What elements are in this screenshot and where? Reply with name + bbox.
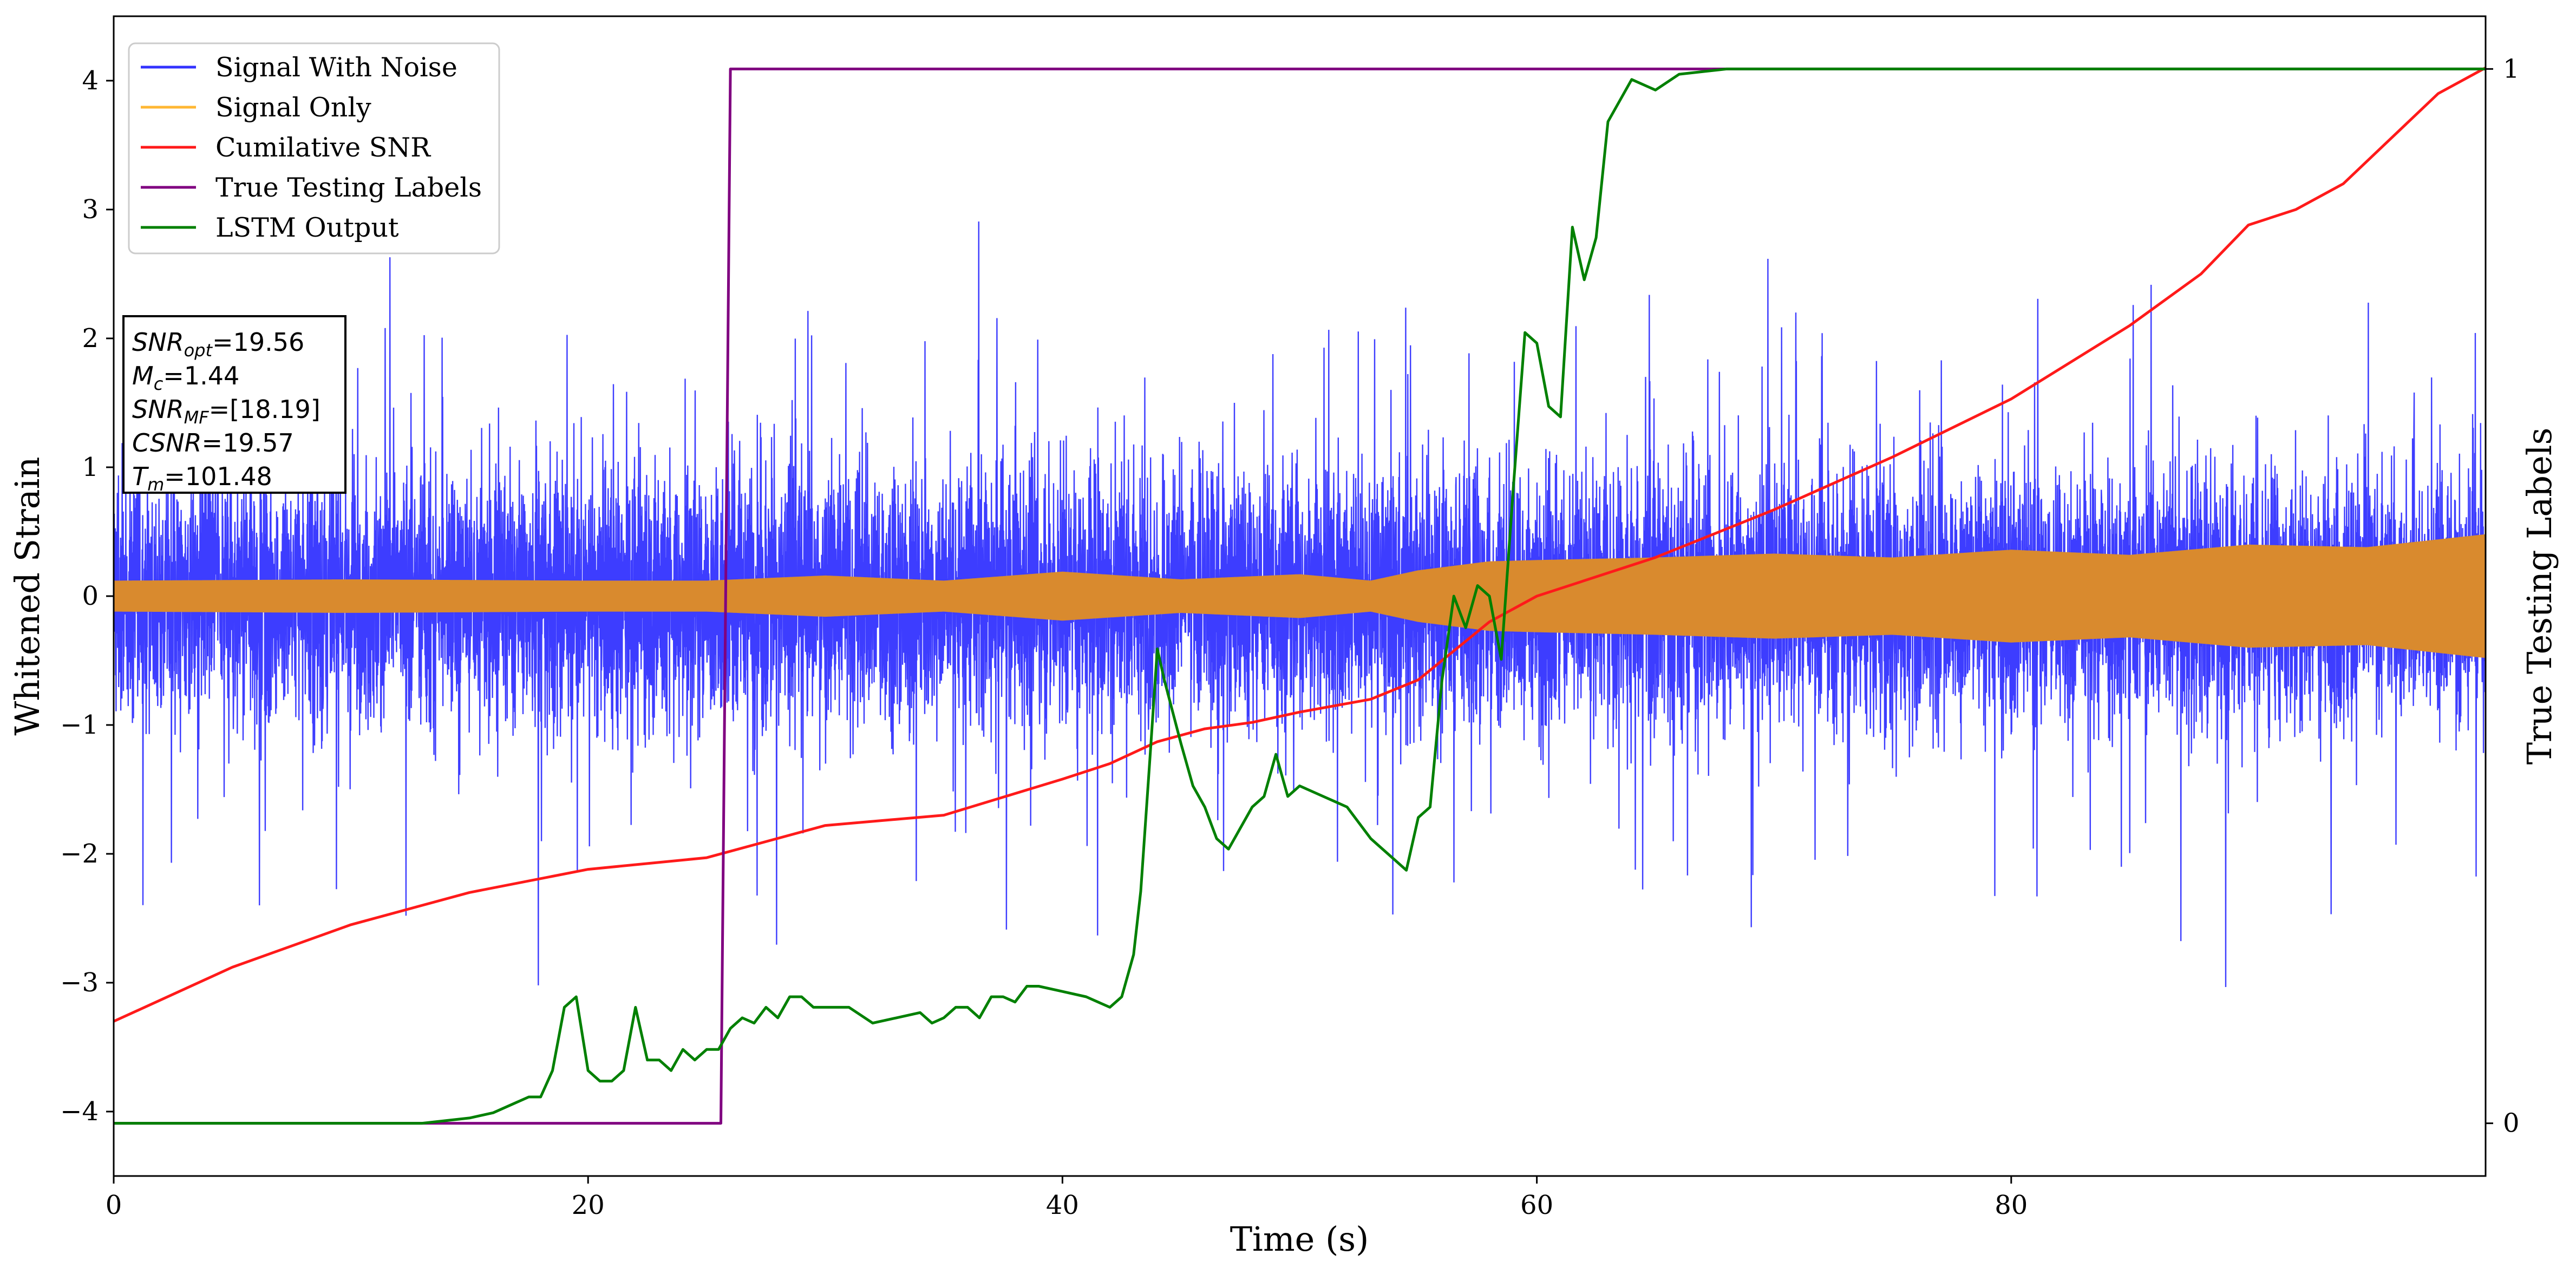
y-tick-label: 3 xyxy=(82,194,99,225)
y2-tick-label: 1 xyxy=(2503,54,2520,84)
signal-only-line xyxy=(114,534,2486,658)
y-tick-label: 1 xyxy=(82,452,99,482)
info-line: CSNR=19.57 xyxy=(132,428,294,458)
legend-entry-label: Cumilative SNR xyxy=(215,132,431,163)
legend-entry-label: Signal With Noise xyxy=(215,52,457,83)
y-tick-label: −1 xyxy=(60,710,99,740)
y-tick-label: 2 xyxy=(82,323,99,354)
y-tick-label: 0 xyxy=(82,581,99,611)
x-tick-label: 0 xyxy=(106,1190,122,1220)
info-line: SNRMF=[18.19] xyxy=(132,395,321,428)
cumilative-snr-line xyxy=(114,67,2486,1023)
y2-axis-title: True Testing Labels xyxy=(2520,428,2559,765)
legend: Signal With Noise Signal Only Cumilative S… xyxy=(128,42,500,254)
x-tick-label: 60 xyxy=(1520,1190,1553,1220)
line-series-layer xyxy=(114,67,2486,1125)
y-axis-title: Whitened Strain xyxy=(8,457,47,736)
x-tick-label: 20 xyxy=(572,1190,605,1220)
x-axis-title: Time (s) xyxy=(1230,1219,1369,1259)
legend-frame xyxy=(128,42,500,254)
legend-entry-label: True Testing Labels xyxy=(215,172,482,203)
signal-only-series xyxy=(114,534,2486,658)
y-tick-label: −3 xyxy=(60,968,99,998)
legend-entry-label: LSTM Output xyxy=(215,212,399,243)
info-line: Mc=1.44 xyxy=(132,361,239,394)
x-tick-label: 80 xyxy=(1995,1190,2028,1220)
y-tick-label: −2 xyxy=(60,839,99,869)
y2-tick-label: 0 xyxy=(2503,1108,2520,1139)
legend-entry-label: Signal Only xyxy=(215,92,371,123)
info-line: Tm=101.48 xyxy=(132,462,272,495)
y-tick-label: −4 xyxy=(60,1096,99,1127)
lstm-output-line xyxy=(114,67,2486,1125)
info-box-frame xyxy=(122,315,346,494)
x-tick-label: 40 xyxy=(1046,1190,1079,1220)
plot-area xyxy=(114,67,2486,1125)
info-box: SNRopt=19.56Mc=1.44SNRMF=[18.19]CSNR=19.… xyxy=(122,315,346,495)
info-line: SNRopt=19.56 xyxy=(132,328,304,361)
y-tick-label: 4 xyxy=(82,66,99,96)
